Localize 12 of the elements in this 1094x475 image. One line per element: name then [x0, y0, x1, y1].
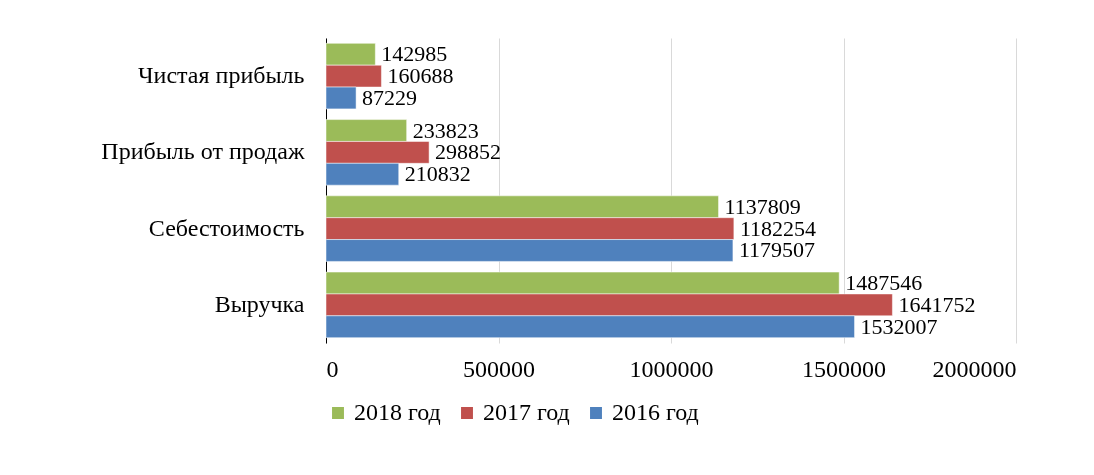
x-tick-label: 0: [326, 355, 339, 382]
legend-label: 2017 год: [483, 399, 570, 425]
x-tick-label: 500000: [463, 355, 535, 382]
y-tick-label: Чистая прибыль: [137, 62, 305, 89]
x-tick-label: 1000000: [629, 355, 714, 382]
x-tick-label: 1500000: [802, 355, 886, 382]
y-tick-label: Прибыль от продаж: [101, 138, 305, 165]
y-tick-label: Себестоимость: [148, 214, 305, 241]
legend-label: 2016 год: [612, 399, 699, 425]
y-tick-label: Выручка: [214, 290, 305, 317]
legend-label: 2018 год: [354, 399, 441, 425]
x-tick-label: 2000000: [932, 355, 1017, 382]
